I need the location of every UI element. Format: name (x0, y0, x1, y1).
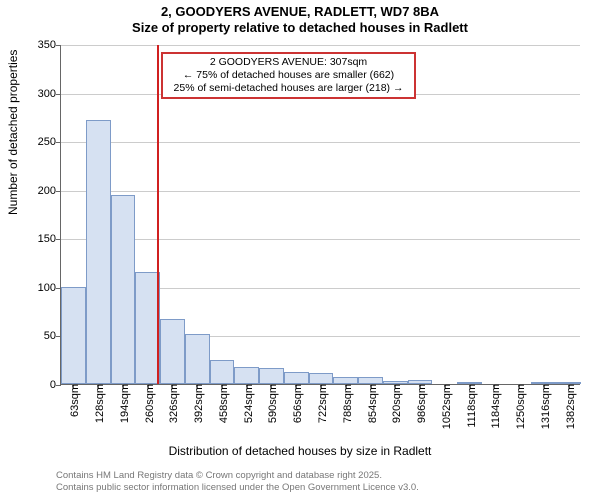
gridline (61, 45, 580, 46)
gridline (61, 191, 580, 192)
xtick-label: 326sqm (164, 384, 180, 423)
xtick-label: 788sqm (338, 384, 354, 423)
bar (160, 319, 185, 384)
bar (61, 287, 86, 384)
bar (309, 373, 334, 384)
xtick-label: 1250sqm (511, 384, 527, 429)
footer-line1: Contains HM Land Registry data © Crown c… (56, 470, 419, 482)
xtick-label: 1316sqm (536, 384, 552, 429)
xtick-label: 590sqm (263, 384, 279, 423)
xtick-label: 656sqm (288, 384, 304, 423)
bar (210, 360, 235, 384)
gridline (61, 142, 580, 143)
bar (86, 120, 111, 384)
bar (234, 367, 259, 384)
bar (284, 372, 309, 384)
ytick-label: 150 (38, 233, 61, 245)
chart-container: 2, GOODYERS AVENUE, RADLETT, WD7 8BA Siz… (0, 0, 600, 500)
ytick-label: 250 (38, 136, 61, 148)
xtick-label: 128sqm (90, 384, 106, 423)
xtick-label: 1184sqm (486, 384, 502, 428)
footer-line2: Contains public sector information licen… (56, 482, 419, 494)
xtick-label: 854sqm (363, 384, 379, 423)
xtick-label: 1052sqm (437, 384, 453, 429)
xtick-label: 986sqm (412, 384, 428, 423)
xtick-label: 194sqm (115, 384, 131, 423)
footer-attribution: Contains HM Land Registry data © Crown c… (56, 470, 419, 494)
annotation-line2: ← 75% of detached houses are smaller (66… (169, 69, 408, 82)
ytick-label: 300 (38, 88, 61, 100)
chart-title-line1: 2, GOODYERS AVENUE, RADLETT, WD7 8BA (0, 4, 600, 19)
chart-subtitle: Size of property relative to detached ho… (0, 20, 600, 35)
xtick-label: 260sqm (140, 384, 156, 423)
ytick-label: 200 (38, 185, 61, 197)
plot-area: 05010015020025030035063sqm128sqm194sqm26… (60, 45, 580, 385)
annotation-box: 2 GOODYERS AVENUE: 307sqm ← 75% of detac… (161, 52, 416, 99)
xtick-label: 458sqm (214, 384, 230, 423)
bar (259, 368, 284, 385)
xtick-label: 524sqm (239, 384, 255, 423)
xtick-label: 1382sqm (561, 384, 577, 429)
annotation-line3: 25% of semi-detached houses are larger (… (169, 82, 408, 95)
y-axis-title: Number of detached properties (6, 50, 20, 215)
ytick-label: 50 (44, 330, 61, 342)
ytick-label: 350 (38, 39, 61, 51)
ytick-label: 0 (50, 379, 61, 391)
bar (333, 377, 358, 384)
xtick-label: 1118sqm (462, 384, 478, 428)
ytick-label: 100 (38, 282, 61, 294)
x-axis-title: Distribution of detached houses by size … (0, 444, 600, 458)
annotation-line1: 2 GOODYERS AVENUE: 307sqm (169, 56, 408, 69)
gridline (61, 239, 580, 240)
xtick-label: 722sqm (313, 384, 329, 423)
xtick-label: 920sqm (387, 384, 403, 423)
xtick-label: 392sqm (189, 384, 205, 423)
xtick-label: 63sqm (65, 384, 81, 417)
bar (111, 195, 136, 384)
bar (185, 334, 210, 385)
bar (358, 377, 383, 384)
marker-line (157, 45, 159, 384)
